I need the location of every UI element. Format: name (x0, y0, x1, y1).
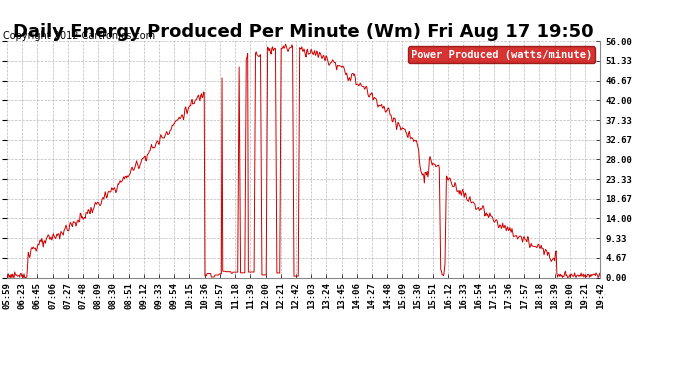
Title: Daily Energy Produced Per Minute (Wm) Fri Aug 17 19:50: Daily Energy Produced Per Minute (Wm) Fr… (13, 23, 594, 41)
Legend: Power Produced (watts/minute): Power Produced (watts/minute) (408, 46, 595, 63)
Text: Copyright 2012 Cartronics.com: Copyright 2012 Cartronics.com (3, 32, 155, 41)
